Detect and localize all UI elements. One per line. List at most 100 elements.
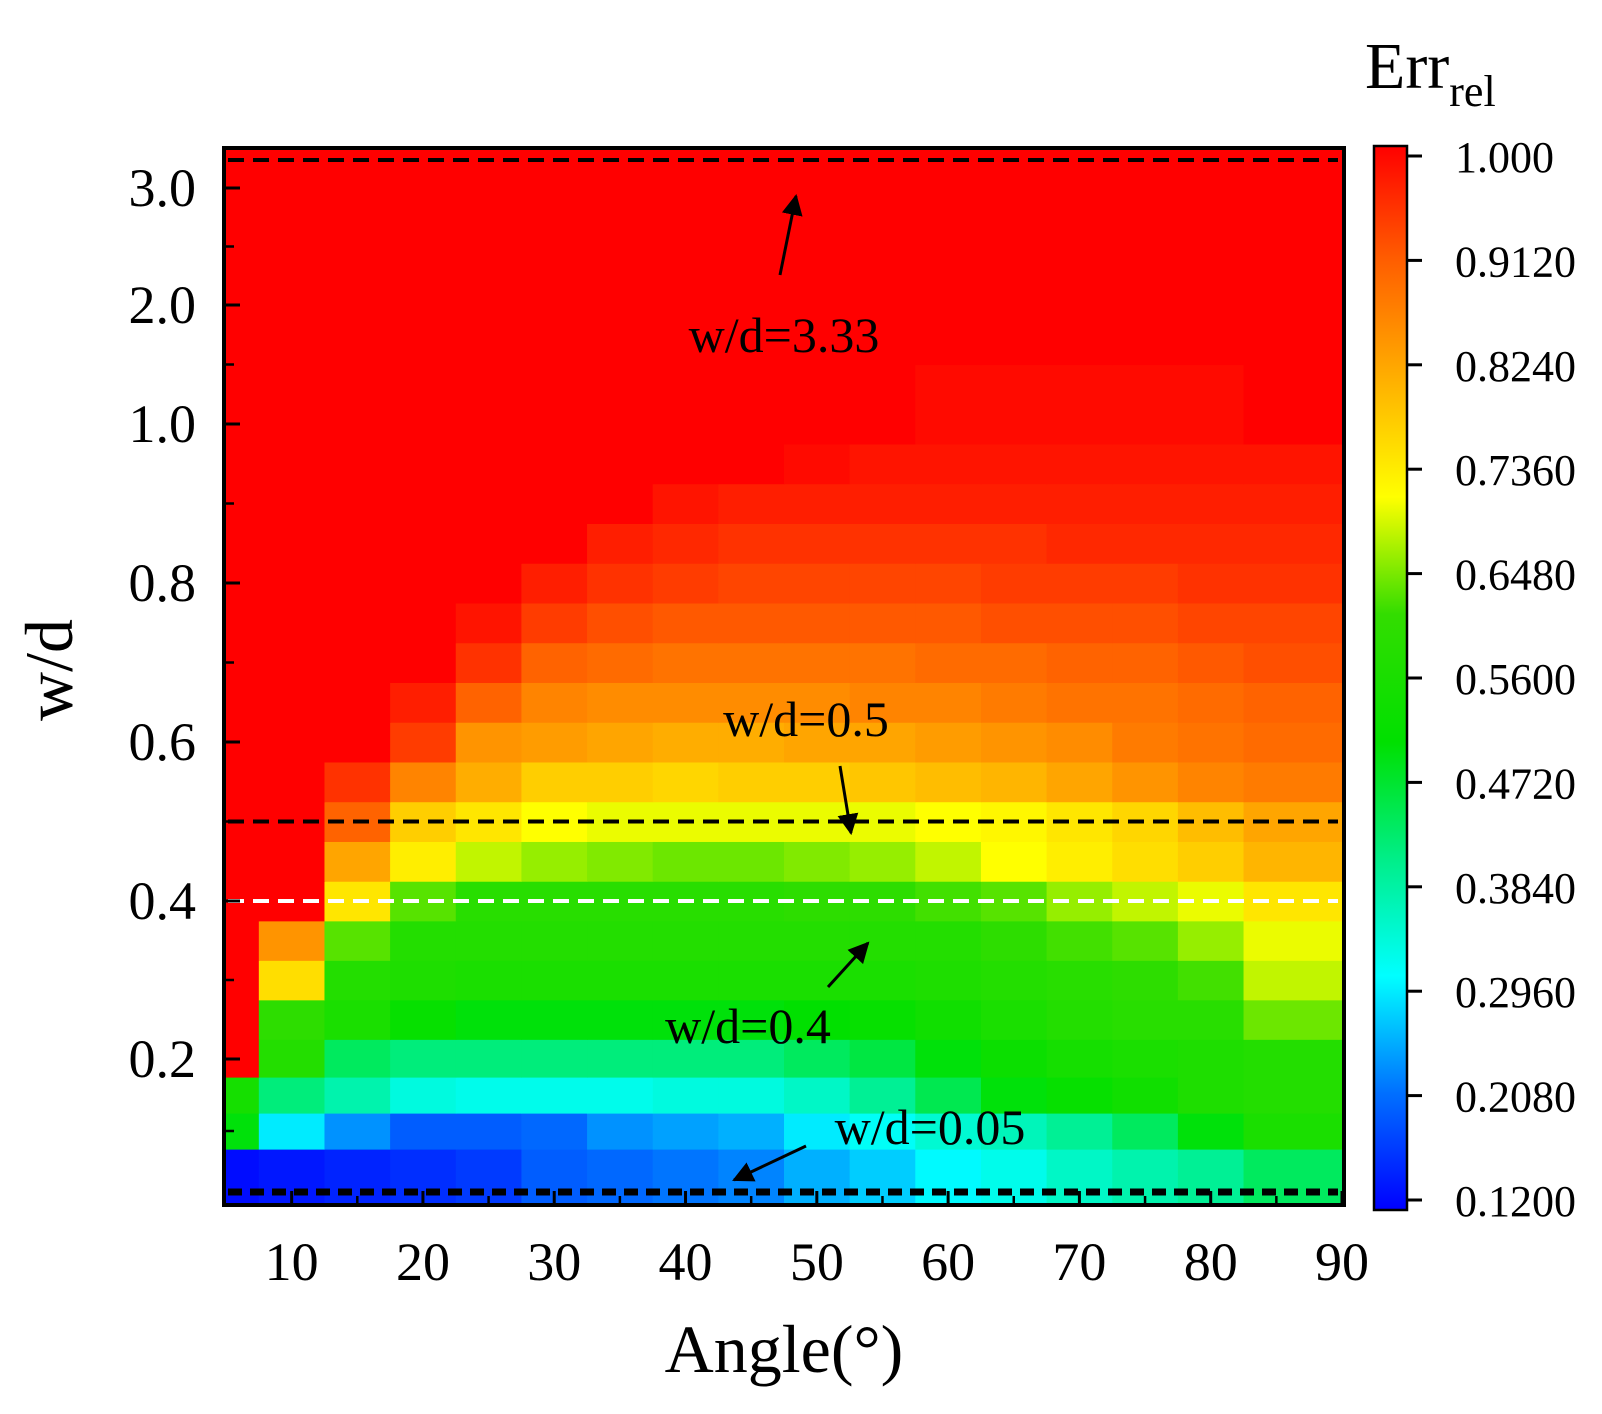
x-axis-label: Angle(°) bbox=[665, 1311, 904, 1387]
colorbar-tick-label: 0.3840 bbox=[1455, 864, 1576, 913]
heatmap-cell bbox=[324, 999, 391, 1040]
heatmap-cell bbox=[258, 443, 326, 485]
heatmap-cell bbox=[390, 1077, 457, 1114]
heatmap-cell bbox=[226, 1077, 260, 1114]
heatmap-cell bbox=[390, 150, 457, 175]
heatmap-cell bbox=[226, 174, 260, 248]
heatmap-cell bbox=[718, 443, 785, 485]
heatmap-cell bbox=[980, 642, 1048, 683]
x-tick-label: 50 bbox=[790, 1232, 844, 1292]
colorbar-title-main: Err bbox=[1365, 30, 1449, 103]
heatmap-cell bbox=[455, 960, 523, 1001]
heatmap-cell bbox=[1177, 722, 1245, 763]
heatmap-cell bbox=[587, 246, 654, 366]
heatmap-cell bbox=[784, 150, 851, 175]
heatmap-cell bbox=[1177, 563, 1245, 604]
heatmap-cell bbox=[784, 602, 851, 644]
heatmap-cell bbox=[849, 364, 916, 445]
heatmap-cell bbox=[1243, 722, 1343, 763]
heatmap-cell bbox=[258, 246, 326, 366]
heatmap-cell bbox=[226, 523, 260, 564]
heatmap-cell bbox=[784, 920, 851, 961]
heatmap-cell bbox=[258, 150, 326, 175]
heatmap-cell bbox=[1112, 150, 1179, 175]
heatmap-cell bbox=[915, 920, 982, 961]
heatmap-cell bbox=[784, 443, 851, 485]
heatmap-cell bbox=[980, 443, 1048, 485]
heatmap-cell bbox=[849, 523, 916, 564]
heatmap-cell bbox=[718, 920, 785, 961]
heatmap-cell bbox=[849, 920, 916, 961]
colorbar bbox=[1372, 144, 1409, 1212]
heatmap-cell bbox=[258, 483, 326, 524]
heatmap-cell bbox=[915, 602, 982, 644]
heatmap-cell bbox=[1046, 246, 1113, 366]
heatmap-cell bbox=[324, 443, 391, 485]
y-tick-label: 0.2 bbox=[129, 1029, 197, 1089]
heatmap-cell bbox=[521, 999, 588, 1040]
heatmap-cell bbox=[849, 722, 916, 763]
heatmap-cell bbox=[587, 523, 654, 564]
heatmap-cell bbox=[1046, 1077, 1113, 1114]
heatmap-cell bbox=[980, 682, 1048, 723]
heatmap-cell bbox=[324, 682, 391, 723]
heatmap-cell bbox=[324, 960, 391, 1001]
y-tick-label: 0.6 bbox=[129, 712, 197, 772]
heatmap-cell bbox=[1046, 602, 1113, 644]
heatmap-cell bbox=[1046, 523, 1113, 564]
heatmap-cell bbox=[1177, 682, 1245, 723]
heatmap-cell bbox=[455, 642, 523, 683]
heatmap-cell bbox=[390, 761, 457, 803]
colorbar-tick-label: 1.000 bbox=[1455, 133, 1554, 182]
heatmap-cell bbox=[980, 1039, 1048, 1078]
heatmap-cell bbox=[1112, 1149, 1179, 1204]
heatmap-cell bbox=[718, 1077, 785, 1114]
colorbar-tick-label: 0.4720 bbox=[1455, 759, 1576, 808]
heatmap-cell bbox=[652, 364, 719, 445]
heatmap-cell bbox=[980, 1149, 1048, 1204]
colorbar-tick-label: 0.2960 bbox=[1455, 968, 1576, 1017]
heatmap-cell bbox=[1046, 364, 1113, 445]
heatmap-cell bbox=[1112, 1039, 1179, 1078]
x-tick-label: 60 bbox=[921, 1232, 975, 1292]
heatmap-cell bbox=[1046, 682, 1113, 723]
heatmap-cell bbox=[455, 1077, 523, 1114]
heatmap-cell bbox=[849, 174, 916, 248]
heatmap-cell bbox=[784, 1077, 851, 1114]
heatmap-cell bbox=[652, 174, 719, 248]
heatmap-cell bbox=[587, 761, 654, 803]
heatmap-cell bbox=[521, 174, 588, 248]
heatmap-cell bbox=[1177, 841, 1245, 882]
heatmap-cell bbox=[1046, 1113, 1113, 1150]
heatmap-cell bbox=[1112, 174, 1179, 248]
heatmap-cell bbox=[455, 761, 523, 803]
heatmap-cell bbox=[258, 761, 326, 803]
heatmap-cell bbox=[718, 1149, 785, 1204]
heatmap-cell bbox=[980, 602, 1048, 644]
heatmap-cell bbox=[455, 682, 523, 723]
heatmap-cell bbox=[1112, 999, 1179, 1040]
heatmap-cell bbox=[718, 682, 785, 723]
heatmap-cell bbox=[455, 246, 523, 366]
heatmap-cell bbox=[226, 602, 260, 644]
heatmap-cell bbox=[1243, 999, 1343, 1040]
heatmap-cell bbox=[1046, 642, 1113, 683]
heatmap-cell bbox=[587, 1039, 654, 1078]
heatmap-cell bbox=[652, 563, 719, 604]
heatmap-cell bbox=[324, 1149, 391, 1204]
y-tick-label: 0.8 bbox=[129, 553, 197, 613]
heatmap-cell bbox=[784, 1113, 851, 1150]
heatmap-cell bbox=[1177, 364, 1245, 445]
reference-lines bbox=[228, 158, 1338, 1196]
heatmap-cell bbox=[226, 150, 260, 175]
heatmap-cell bbox=[980, 1113, 1048, 1150]
heatmap-cell bbox=[390, 443, 457, 485]
heatmap-cell bbox=[521, 722, 588, 763]
y-tick-label: 1.0 bbox=[129, 394, 197, 454]
heatmap-cell bbox=[1112, 761, 1179, 803]
heatmap-cell bbox=[784, 999, 851, 1040]
heatmap-cell bbox=[390, 801, 457, 842]
heatmap-cell bbox=[980, 722, 1048, 763]
heatmap-cell bbox=[521, 483, 588, 524]
